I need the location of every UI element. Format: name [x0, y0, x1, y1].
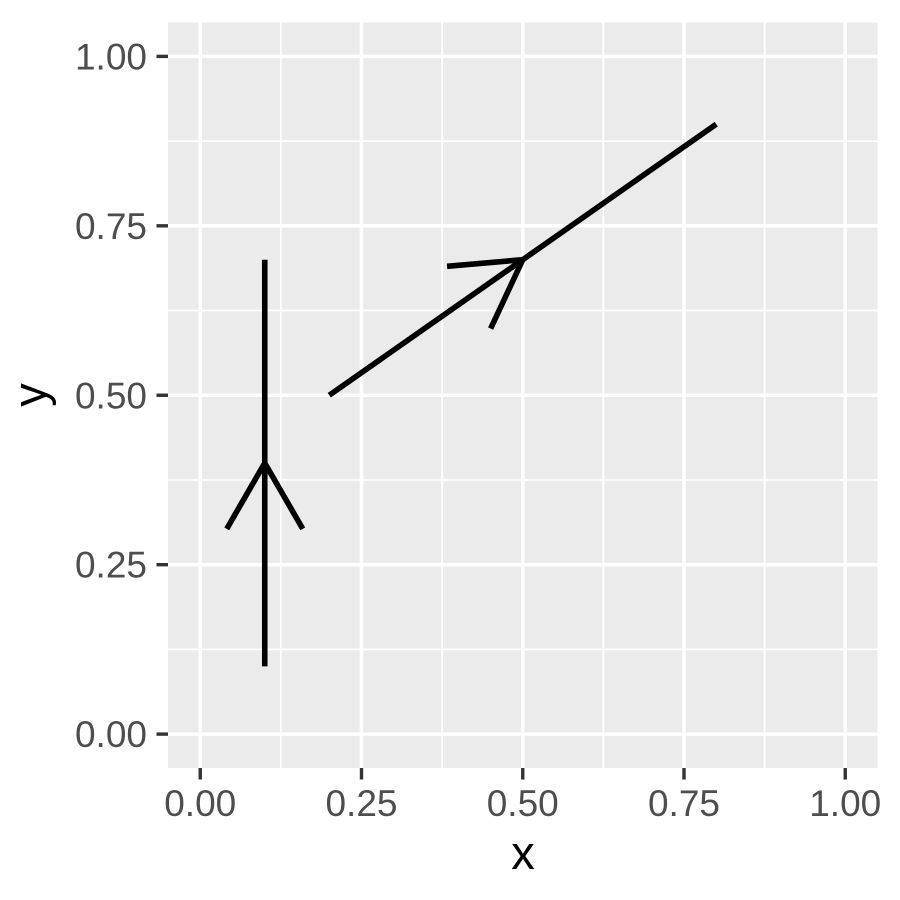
arrow-segments — [224, 121, 718, 667]
arrowhead-wing — [262, 461, 306, 531]
y-tick-label: 0.75 — [75, 206, 147, 247]
axis-tick-marks — [156, 54, 847, 780]
arrowhead-wing — [488, 258, 526, 330]
y-tick-label: 0.50 — [75, 375, 147, 416]
x-tick-label: 0.00 — [164, 783, 236, 824]
y-tick-label: 0.00 — [75, 714, 147, 755]
x-tick-label: 0.50 — [487, 783, 559, 824]
arrowhead-wing — [224, 461, 268, 531]
axis-tick-labels: 0.00 0.25 0.50 0.75 1.00 0.00 0.25 0.50 0.75 1.00 — [75, 36, 881, 824]
y-tick-label: 0.25 — [75, 545, 147, 586]
major-gridlines — [168, 22, 878, 768]
x-axis-title: x — [511, 826, 535, 879]
arrowhead-wing — [446, 256, 523, 270]
x-tick-label: 0.75 — [648, 783, 720, 824]
y-tick-label: 1.00 — [75, 36, 147, 77]
x-tick-label: 1.00 — [809, 783, 881, 824]
arrow-segment — [327, 121, 718, 398]
y-axis-title: y — [3, 383, 56, 407]
x-tick-label: 0.25 — [325, 783, 397, 824]
